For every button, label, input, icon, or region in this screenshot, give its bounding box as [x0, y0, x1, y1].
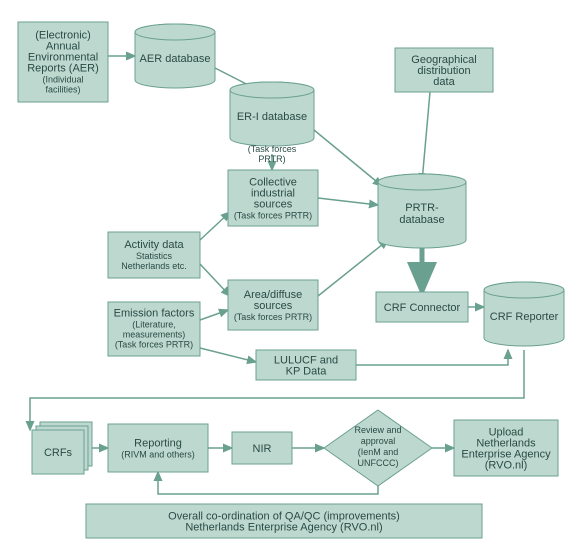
node-aer_reports: (Electronic)AnnualEnvironmentalReports (…: [18, 22, 108, 102]
node-area: Area/diffusesources(Task forces PRTR): [228, 280, 318, 330]
node-geo_data: Geographicaldistributiondata: [395, 48, 493, 92]
edge-review-reporting: [158, 472, 378, 494]
svg-text:Review and: Review and: [354, 425, 401, 435]
edge-activity-area: [200, 264, 230, 296]
svg-text:CRFs: CRFs: [44, 447, 73, 459]
svg-text:Netherlands etc.: Netherlands etc.: [121, 261, 187, 271]
svg-text:(Task forces PRTR): (Task forces PRTR): [234, 312, 312, 322]
svg-text:AER database: AER database: [140, 53, 211, 65]
flowchart-diagram: (Electronic)AnnualEnvironmentalReports (…: [0, 0, 581, 548]
node-review: Review andapproval(IenM andUNFCCC): [324, 410, 432, 486]
edge-activity-collective: [200, 212, 230, 240]
node-reporting: Reporting(RIVM and others): [108, 424, 208, 472]
svg-text:facilities): facilities): [45, 85, 80, 95]
svg-text:measurements): measurements): [123, 330, 186, 340]
node-activity: Activity dataStatisticsNetherlands etc.: [108, 232, 200, 278]
node-crf_rep: CRF Reporter: [484, 282, 564, 346]
svg-text:sources: sources: [254, 199, 293, 211]
node-lulucf: LULUCF andKP Data: [256, 350, 356, 380]
svg-text:database: database: [399, 214, 444, 226]
svg-text:UNFCCC): UNFCCC): [358, 458, 399, 468]
svg-text:(RVO.nl): (RVO.nl): [485, 460, 528, 472]
node-upload: UploadNetherlandsEnterprise Agency(RVO.n…: [454, 420, 558, 476]
edge-geo_data-prtr: [422, 92, 430, 182]
svg-text:approval: approval: [361, 436, 396, 446]
svg-text:(Literature,: (Literature,: [132, 320, 176, 330]
node-aer_db: AER database: [135, 24, 215, 88]
svg-text:(Task forces: (Task forces: [248, 144, 297, 154]
svg-text:Netherlands Enterprise Agency: Netherlands Enterprise Agency (RVO.nl): [185, 522, 382, 534]
node-crf_conn: CRF Connector: [376, 292, 468, 322]
node-coord: Overall co-ordination of QA/QC (improvem…: [86, 504, 482, 538]
svg-text:CRF Reporter: CRF Reporter: [490, 311, 559, 323]
svg-text:Reporting: Reporting: [134, 438, 182, 450]
svg-text:(RIVM and others): (RIVM and others): [121, 450, 195, 460]
svg-text:ER-I database: ER-I database: [237, 111, 307, 123]
svg-text:(Task forces PRTR): (Task forces PRTR): [115, 340, 193, 350]
edge-eri_db-prtr: [314, 130, 382, 186]
node-nir: NIR: [232, 432, 292, 464]
node-crfs: CRFs: [32, 422, 92, 474]
svg-text:Reports (AER): Reports (AER): [27, 63, 99, 75]
svg-text:CRF Connector: CRF Connector: [384, 302, 461, 314]
edge-collective-prtr: [318, 198, 378, 205]
svg-text:(Individual: (Individual: [42, 75, 83, 85]
svg-text:PRTR): PRTR): [258, 154, 285, 164]
edge-area-prtr: [318, 240, 388, 296]
edge-emission-area: [200, 310, 228, 320]
edge-emission-lulucf: [200, 348, 256, 362]
node-prtr: PRTR-database: [378, 174, 466, 248]
svg-text:Statistics: Statistics: [136, 251, 173, 261]
svg-text:KP Data: KP Data: [286, 366, 328, 378]
svg-text:(IenM and: (IenM and: [358, 447, 399, 457]
svg-text:Emission factors: Emission factors: [114, 308, 195, 320]
svg-text:(Task forces PRTR): (Task forces PRTR): [234, 211, 312, 221]
svg-text:PRTR-: PRTR-: [405, 202, 439, 214]
node-eri_db: ER-I database (Task forcesPRTR): [230, 82, 314, 164]
svg-text:data: data: [433, 76, 455, 88]
svg-text:NIR: NIR: [253, 443, 272, 455]
svg-text:sources: sources: [254, 300, 293, 312]
edge-lulucf-crf_rep: [356, 350, 508, 365]
svg-text:Activity data: Activity data: [124, 239, 184, 251]
node-emission: Emission factors(Literature,measurements…: [108, 302, 200, 356]
node-collective: Collectiveindustrialsources(Task forces …: [228, 170, 318, 226]
